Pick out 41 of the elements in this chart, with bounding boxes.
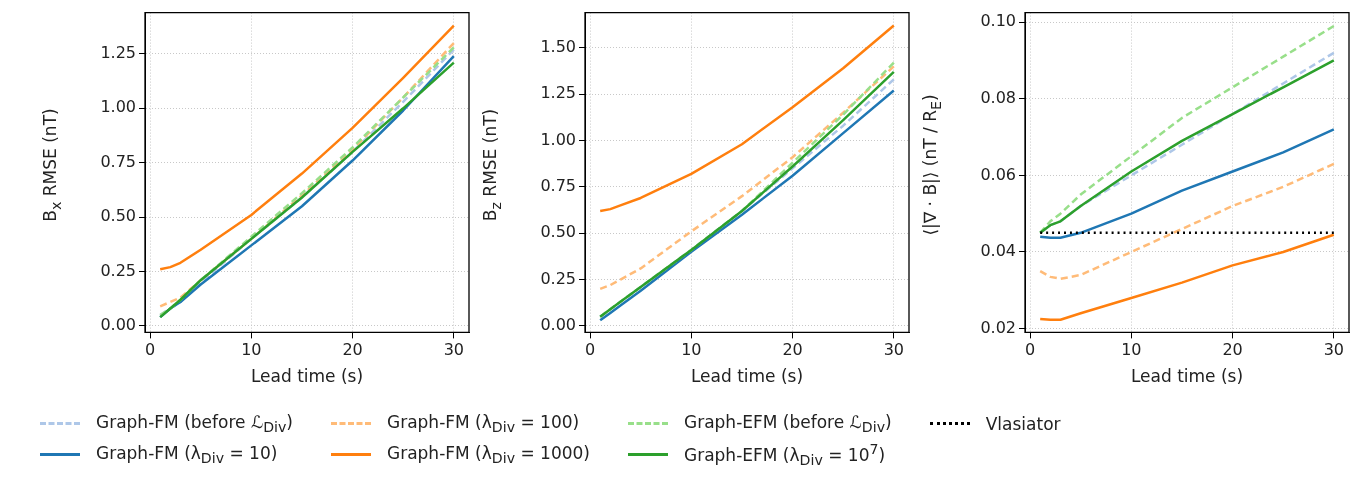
legend-label: Graph-FM (before ℒ$_{Div}$): [96, 412, 293, 436]
y-tick-label: 0.04: [980, 241, 1016, 261]
y-tick-label: 0.08: [980, 87, 1016, 107]
legend-label: Graph-FM (λ$_{Div}$ = 1000): [386, 443, 590, 467]
x-tick-label: 0: [1024, 340, 1036, 360]
line-series: [1038, 162, 1336, 281]
y-tick-label: 0.00: [100, 315, 136, 335]
x-tick-label: 20: [1222, 340, 1243, 360]
y-tick-label: 1.25: [100, 43, 136, 63]
y-tick-label: 0.50: [100, 206, 136, 226]
x-tick-label: 30: [1323, 340, 1344, 360]
y-tick-label: 0.10: [980, 11, 1016, 31]
x-tick-label: 0: [144, 340, 156, 360]
x-tick-label: 30: [443, 340, 464, 360]
legend-label: Graph-EFM (λ$_{Div}$ = 10$^{7}$): [683, 441, 886, 469]
y-tick-label: 0.25: [540, 268, 576, 288]
y-tick-label: 1.50: [540, 36, 576, 56]
x-tick-label: 10: [241, 340, 262, 360]
y-tick-label: 0.25: [100, 260, 136, 280]
x-tick-label: 0: [584, 340, 596, 360]
y-tick-label: 1.25: [540, 83, 576, 103]
x-axis-title: Lead time (s): [1130, 366, 1244, 387]
y-tick-label: 0.02: [980, 317, 1016, 337]
x-axis-title: Lead time (s): [690, 366, 804, 387]
y-tick-label: 0.00: [540, 315, 576, 335]
legend-label: Graph-EFM (before ℒ$_{Div}$): [683, 412, 892, 436]
y-tick-label: 0.50: [540, 222, 576, 242]
x-tick-label: 20: [342, 340, 363, 360]
x-tick-label: 30: [883, 340, 904, 360]
y-tick-label: 0.75: [100, 151, 136, 171]
x-axis-title: Lead time (s): [250, 366, 364, 387]
x-tick-label: 10: [1121, 340, 1142, 360]
legend-label: Graph-FM (λ$_{Div}$ = 100): [386, 412, 580, 436]
y-tick-label: 1.00: [540, 129, 576, 149]
legend-label: Vlasiator: [985, 413, 1061, 434]
y-tick-label: 0.75: [540, 176, 576, 196]
y-tick-label: 0.06: [980, 164, 1016, 184]
x-tick-label: 10: [681, 340, 702, 360]
x-tick-label: 20: [782, 340, 803, 360]
legend-label: Graph-FM (λ$_{Div}$ = 10): [96, 443, 278, 467]
y-tick-label: 1.00: [100, 97, 136, 117]
